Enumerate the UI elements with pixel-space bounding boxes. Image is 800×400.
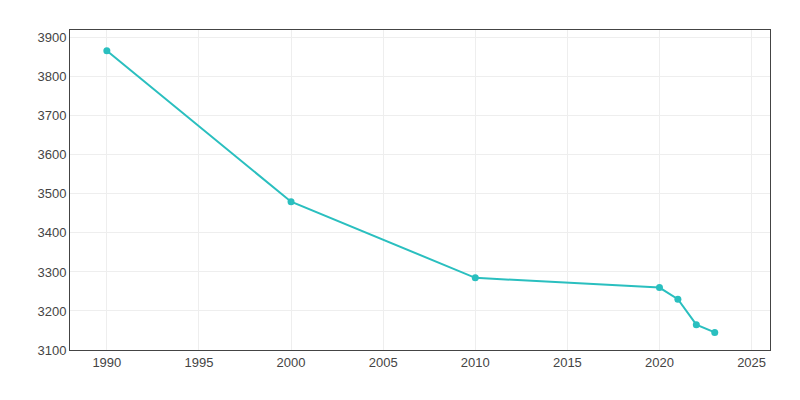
svg-text:1990: 1990	[92, 355, 121, 370]
svg-text:1995: 1995	[184, 355, 213, 370]
svg-text:3100: 3100	[37, 343, 66, 358]
svg-text:2020: 2020	[645, 355, 674, 370]
svg-text:3800: 3800	[37, 69, 66, 84]
svg-text:2000: 2000	[277, 355, 306, 370]
svg-text:2010: 2010	[461, 355, 490, 370]
svg-text:3600: 3600	[37, 147, 66, 162]
svg-text:2015: 2015	[553, 355, 582, 370]
svg-text:3300: 3300	[37, 265, 66, 280]
svg-text:2005: 2005	[369, 355, 398, 370]
svg-text:2025: 2025	[737, 355, 766, 370]
svg-text:3500: 3500	[37, 186, 66, 201]
svg-text:3700: 3700	[37, 108, 66, 123]
svg-text:3200: 3200	[37, 304, 66, 319]
svg-text:3900: 3900	[37, 30, 66, 45]
svg-text:3400: 3400	[37, 225, 66, 240]
